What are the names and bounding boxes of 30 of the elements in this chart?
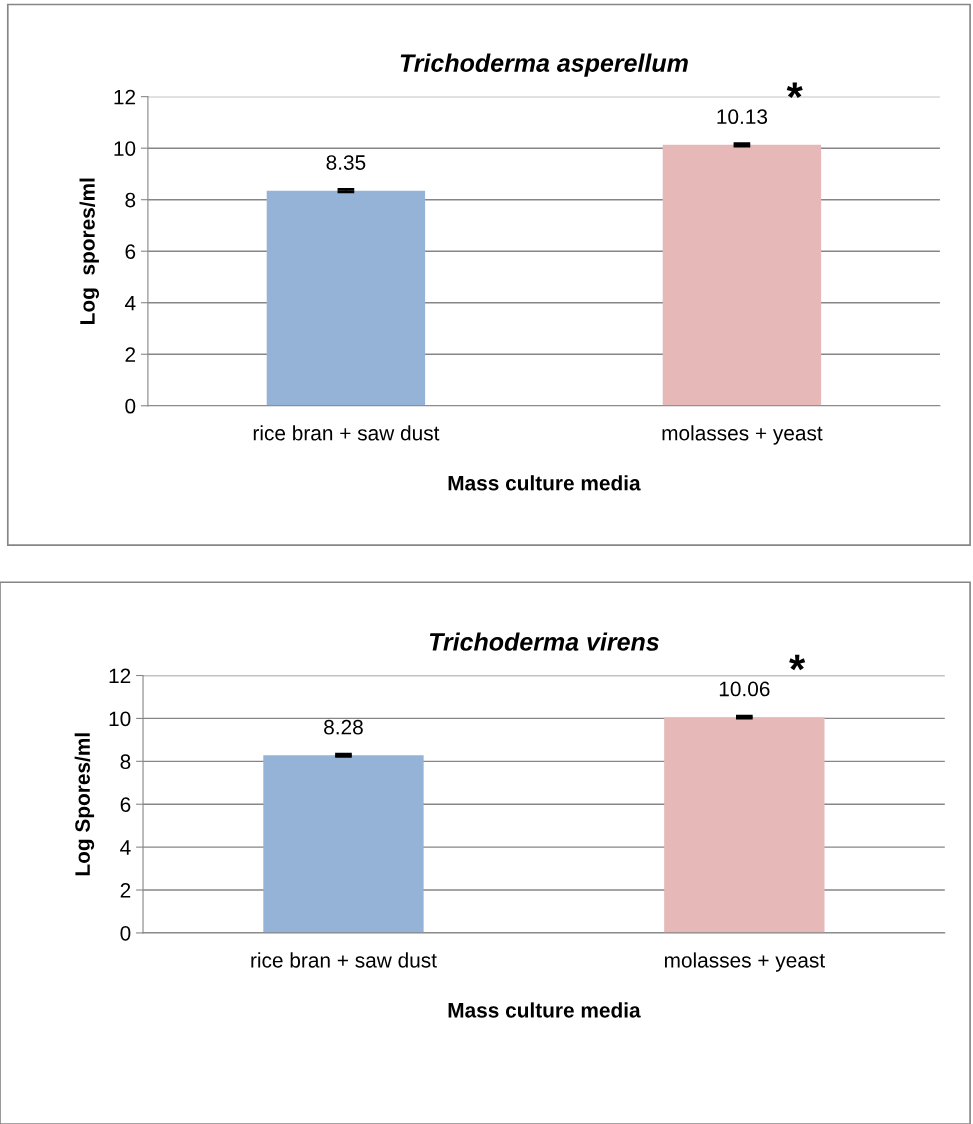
data-label: 10.13	[717, 109, 768, 125]
x-axis-title: Mass culture media	[448, 475, 641, 491]
y-tick-label: 8	[125, 192, 136, 208]
x-axis-title: Mass culture media	[448, 1002, 641, 1018]
data-label: 8.35	[326, 155, 366, 170]
x-tick-label: rice bran + saw dust	[251, 952, 437, 968]
y-tick-label: 10	[109, 711, 131, 727]
y-tick-label: 12	[114, 89, 136, 105]
x-tick-label: molasses + yeast	[662, 425, 823, 445]
chart-title: Trichoderma virens	[429, 632, 659, 651]
y-tick-label: 2	[120, 883, 131, 898]
y-tick-label: 0	[125, 398, 136, 414]
y-tick-label: 8	[120, 754, 131, 770]
y-tick-label: 6	[120, 797, 131, 812]
y-tick-label: 4	[120, 840, 131, 855]
annotation: *	[786, 82, 803, 99]
x-tick-label: molasses + yeast	[664, 952, 825, 972]
y-tick-label: 10	[114, 141, 136, 156]
y-axis-title: Log Spores/ml	[74, 733, 95, 876]
data-label: 8.28	[324, 719, 363, 735]
y-tick-label: 4	[124, 295, 136, 311]
y-tick-label: 2	[125, 347, 136, 362]
data-label: 10.06	[719, 681, 770, 697]
y-axis-title: Log spores/ml	[79, 178, 100, 324]
y-tick-label: 6	[125, 244, 136, 259]
chart-title: Trichoderma asperellum	[400, 53, 688, 77]
y-tick-label: 12	[109, 668, 131, 684]
x-tick-label: rice bran + saw dust	[253, 425, 440, 441]
annotation: *	[789, 654, 806, 671]
y-tick-label: 0	[120, 925, 131, 941]
